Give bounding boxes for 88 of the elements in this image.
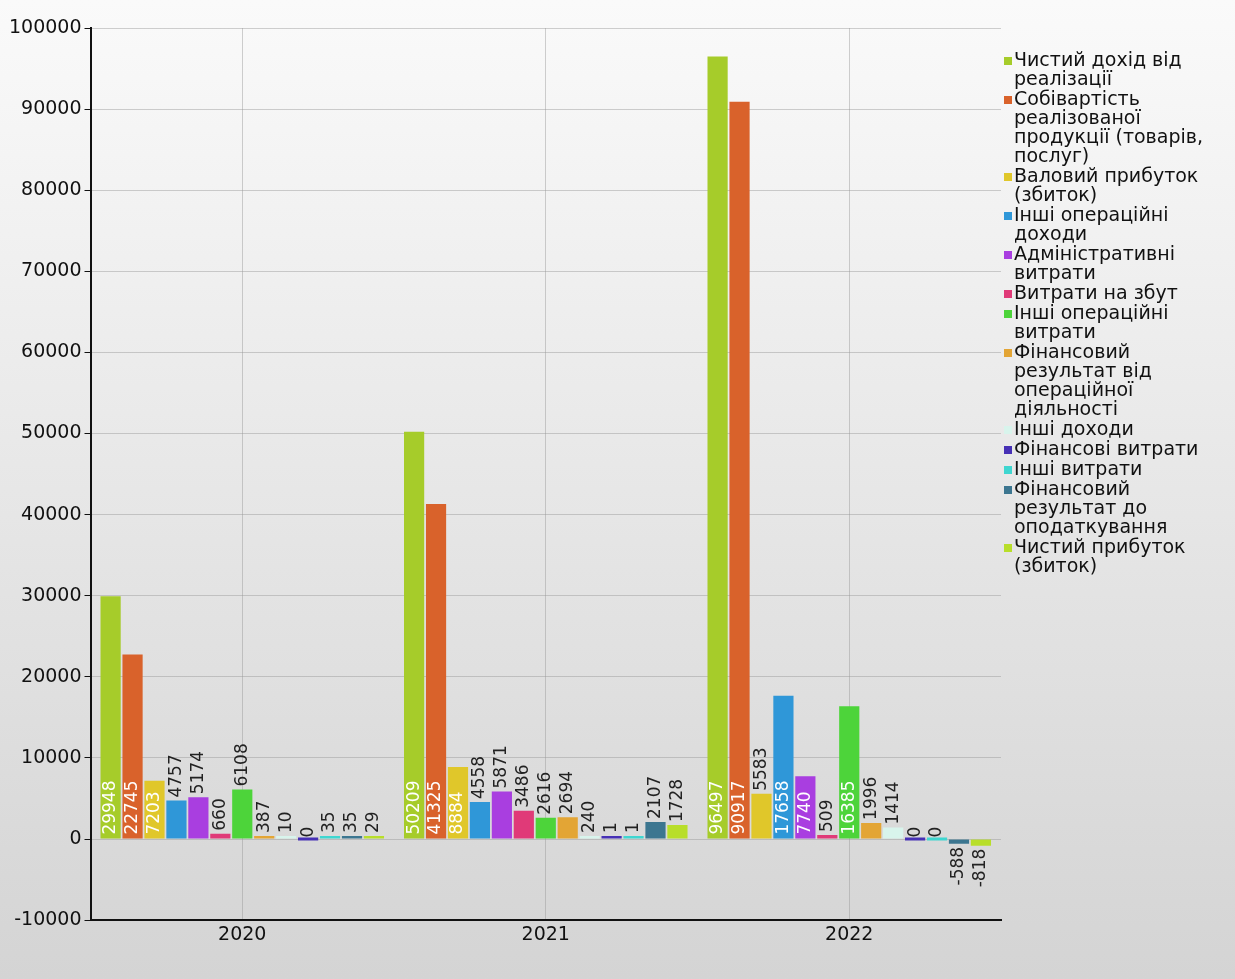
data-label: 29 xyxy=(362,811,383,834)
bar xyxy=(729,101,750,839)
bar xyxy=(817,834,838,839)
bar xyxy=(948,839,970,844)
data-label: 96497 xyxy=(706,780,727,835)
legend-label: Чистий дохід від реалізації xyxy=(1014,48,1183,89)
data-label: 35 xyxy=(318,811,339,834)
y-tick-label: 70000 xyxy=(21,258,82,281)
legend-label: Фінансові витрати xyxy=(1014,437,1199,459)
bar xyxy=(404,431,425,839)
bar xyxy=(122,654,143,839)
data-label: 4757 xyxy=(164,754,185,798)
data-label: 29948 xyxy=(99,780,120,835)
y-tick-label: 60000 xyxy=(21,339,82,362)
bar xyxy=(751,793,772,839)
y-tick-label: 10000 xyxy=(21,744,82,767)
y-tick-label: 0 xyxy=(69,826,82,849)
y-tick-label: 100000 xyxy=(9,14,82,37)
data-label: 22745 xyxy=(120,780,141,835)
data-label: 7203 xyxy=(142,791,163,835)
data-label: 1 xyxy=(600,822,621,834)
x-tick-label: 2021 xyxy=(521,921,570,944)
data-label: 4558 xyxy=(468,755,489,800)
data-label: 1 xyxy=(621,822,642,834)
y-tick-label: 80000 xyxy=(21,177,82,200)
data-label: 10 xyxy=(274,811,295,834)
bar xyxy=(100,596,121,839)
y-tick-label: -10000 xyxy=(14,907,82,930)
y-tick-label: 30000 xyxy=(21,582,82,605)
bar xyxy=(773,695,794,839)
data-label: 240 xyxy=(578,800,599,834)
y-tick-label: 50000 xyxy=(21,420,82,443)
x-tick-label: 2022 xyxy=(825,921,874,944)
y-tick-label: 90000 xyxy=(21,96,82,119)
data-label: 387 xyxy=(252,800,273,833)
data-label: 35 xyxy=(340,811,361,834)
data-label: 90917 xyxy=(727,780,748,835)
data-label: 2694 xyxy=(556,770,577,815)
bar xyxy=(883,827,904,839)
legend-label: Інші доходи xyxy=(1014,417,1134,439)
bar xyxy=(535,817,556,839)
data-label: 5174 xyxy=(186,750,207,795)
data-label: -818 xyxy=(969,848,990,888)
bar xyxy=(254,835,275,839)
bar xyxy=(210,833,231,839)
data-label: 0 xyxy=(903,826,924,838)
data-label: 7740 xyxy=(793,791,814,835)
data-label: 1414 xyxy=(881,781,902,825)
data-label: 5871 xyxy=(490,745,511,789)
bar xyxy=(425,503,447,839)
data-label: 17658 xyxy=(771,780,792,835)
x-tick-label: 2020 xyxy=(218,921,267,944)
data-label: 50209 xyxy=(402,780,423,835)
bar xyxy=(166,800,187,839)
bar xyxy=(926,837,948,841)
data-label: 509 xyxy=(815,799,836,832)
bar xyxy=(904,837,926,841)
legend-label: Адміністративні витрати xyxy=(1014,242,1176,283)
bar xyxy=(513,810,534,839)
data-label: 41325 xyxy=(424,780,445,835)
bar xyxy=(232,789,253,839)
bar xyxy=(469,802,491,839)
data-label: 3486 xyxy=(512,764,533,808)
data-label: 2107 xyxy=(643,775,664,819)
bar xyxy=(861,822,882,839)
data-label: 16385 xyxy=(837,780,858,835)
bar xyxy=(557,817,578,839)
data-label: 2616 xyxy=(534,771,555,815)
bar xyxy=(188,797,209,839)
bar xyxy=(970,839,992,846)
data-label: 1728 xyxy=(665,778,686,823)
data-label: 660 xyxy=(208,798,229,831)
bar xyxy=(645,822,666,839)
bar xyxy=(491,791,512,839)
data-label: 5583 xyxy=(749,747,770,791)
legend-label: Інші операційні доходи xyxy=(1014,203,1170,244)
y-tick-label: 20000 xyxy=(21,663,82,686)
data-label: 0 xyxy=(296,826,317,838)
y-tick-label: 40000 xyxy=(21,501,82,524)
data-label: 8884 xyxy=(446,791,467,835)
data-label: 0 xyxy=(925,826,946,838)
legend-label: Інші витрати xyxy=(1014,457,1143,479)
data-label: 1996 xyxy=(859,776,880,820)
bar xyxy=(667,825,688,839)
bar xyxy=(298,837,319,841)
data-label: -588 xyxy=(947,846,968,886)
data-label: 6108 xyxy=(230,743,251,787)
bar xyxy=(707,56,728,839)
